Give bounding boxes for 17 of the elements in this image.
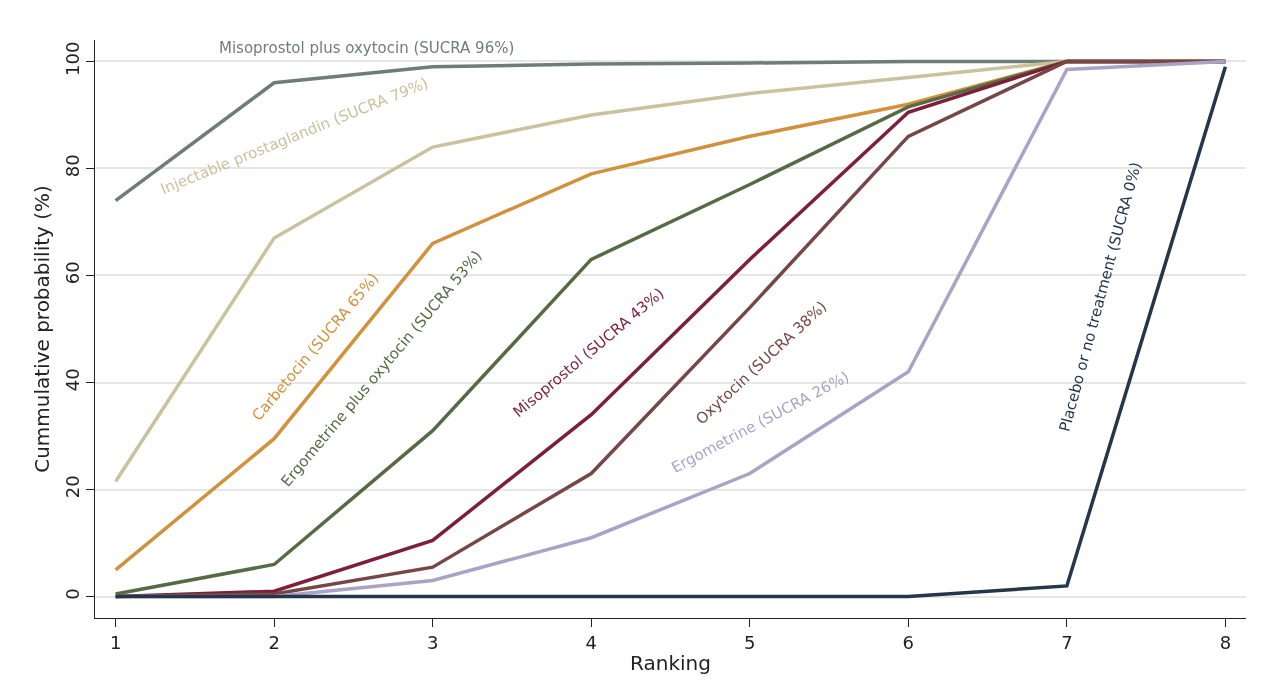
x-tick-label: 4 xyxy=(585,631,597,653)
series-label: Misoprostol plus oxytocin (SUCRA 96%) xyxy=(219,39,515,57)
x-tick-label: 5 xyxy=(744,631,756,653)
y-tick-label: 40 xyxy=(61,368,83,392)
y-tick-label: 80 xyxy=(61,154,83,178)
x-tick-label: 7 xyxy=(1061,631,1073,653)
x-tick-label: 1 xyxy=(109,631,122,653)
y-tick-label: 0 xyxy=(61,588,83,600)
x-tick-label: 8 xyxy=(1219,631,1232,653)
x-tick-label: 2 xyxy=(268,631,280,653)
x-axis-title: Ranking xyxy=(630,651,711,676)
y-axis-title: Cummulative probability (%) xyxy=(30,185,55,473)
y-tick-label: 100 xyxy=(61,41,83,76)
x-tick-label: 3 xyxy=(426,631,439,653)
y-tick-label: 20 xyxy=(61,475,83,499)
x-tick-label: 6 xyxy=(902,631,915,653)
y-tick-label: 60 xyxy=(61,261,83,285)
